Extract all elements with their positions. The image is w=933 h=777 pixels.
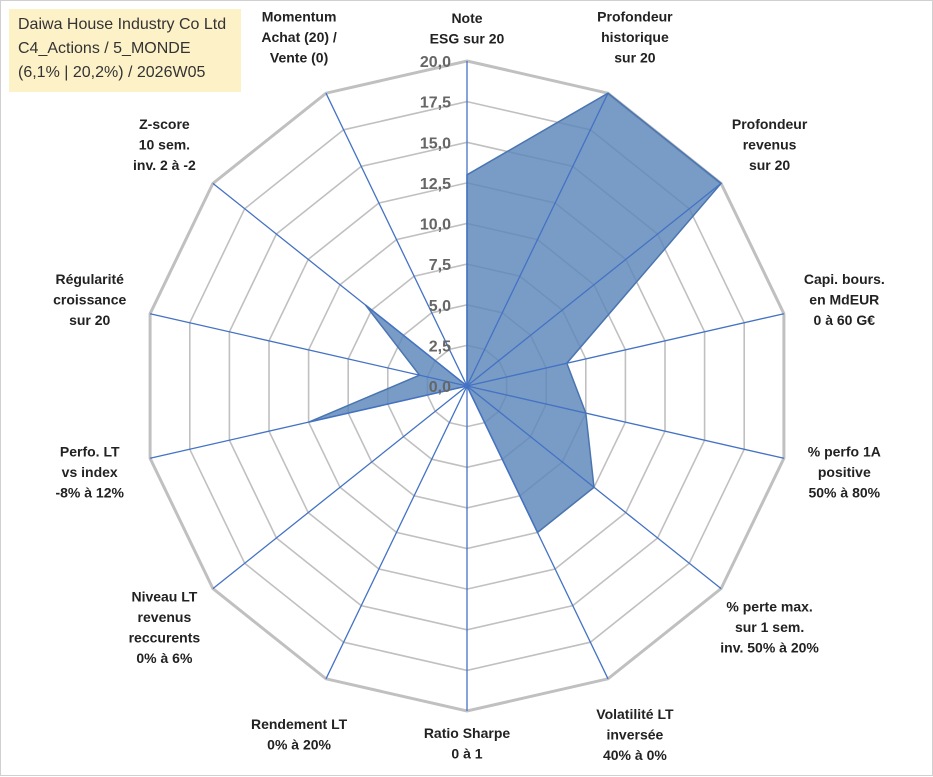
axis-label: Niveau LT revenus reccurents 0% à 6% (129, 588, 201, 666)
tick-label: 20,0 (420, 54, 451, 71)
spoke-line (466, 385, 722, 590)
tick-label: 7,5 (429, 257, 451, 274)
spoke-line (466, 313, 785, 387)
axis-label: Note ESG sur 20 (430, 10, 505, 47)
tick-label: 0,0 (429, 379, 451, 396)
axis-label: Profondeur historique sur 20 (597, 9, 673, 66)
spoke-line (212, 385, 468, 590)
tick-label: 17,5 (420, 95, 451, 112)
spoke-line (466, 92, 609, 387)
axis-label: Z-score 10 sem. inv. 2 à -2 (133, 116, 196, 173)
title-line-stats: (6,1% | 20,2%) / 2026W05 (18, 64, 206, 81)
axis-label: Rendement LT 0% à 20% (251, 716, 348, 753)
axis-label: Volatilité LT inversée 40% à 0% (596, 706, 674, 763)
spoke-line (466, 182, 722, 387)
axis-label: Capi. bours. en MdEUR 0 à 60 G€ (804, 271, 885, 328)
spoke-line (325, 385, 468, 680)
radar-tick-labels: 0,0 2,5 5,0 7,5 10,0 12,5 15,0 17,5 20,0 (420, 54, 451, 396)
title-line-category: C4_Actions / 5_MONDE (18, 40, 191, 57)
axis-label: % perfo 1A positive 50% à 80% (808, 443, 881, 500)
axis-label: Momentum Achat (20) / Vente (0) (261, 9, 337, 66)
spoke-line (466, 385, 785, 459)
chart-title-box: Daiwa House Industry Co Ltd C4_Actions /… (9, 9, 241, 92)
tick-label: 10,0 (420, 217, 451, 234)
tick-label: 2,5 (429, 338, 451, 355)
spoke-line (149, 385, 468, 459)
spoke-line (325, 92, 468, 387)
radar-axis-labels: Note ESG sur 20 Profondeur historique sur 20… (53, 9, 885, 763)
title-line-company: Daiwa House Industry Co Ltd (18, 16, 227, 33)
axis-label: Ratio Sharpe 0 à 1 (424, 725, 511, 762)
axis-label: % perte max. sur 1 sem. inv. 50% à 20% (720, 599, 819, 656)
axis-label: Régularité croissance sur 20 (53, 271, 126, 328)
axis-label: Perfo. LT vs index -8% à 12% (55, 443, 124, 500)
radar-spokes (149, 61, 785, 711)
spoke-line (212, 182, 468, 387)
axis-label: Profondeur revenus sur 20 (732, 116, 808, 173)
spoke-line (149, 313, 468, 387)
spoke-line (466, 385, 609, 680)
tick-label: 15,0 (420, 135, 451, 152)
tick-label: 5,0 (429, 298, 451, 315)
tick-label: 12,5 (420, 176, 451, 193)
